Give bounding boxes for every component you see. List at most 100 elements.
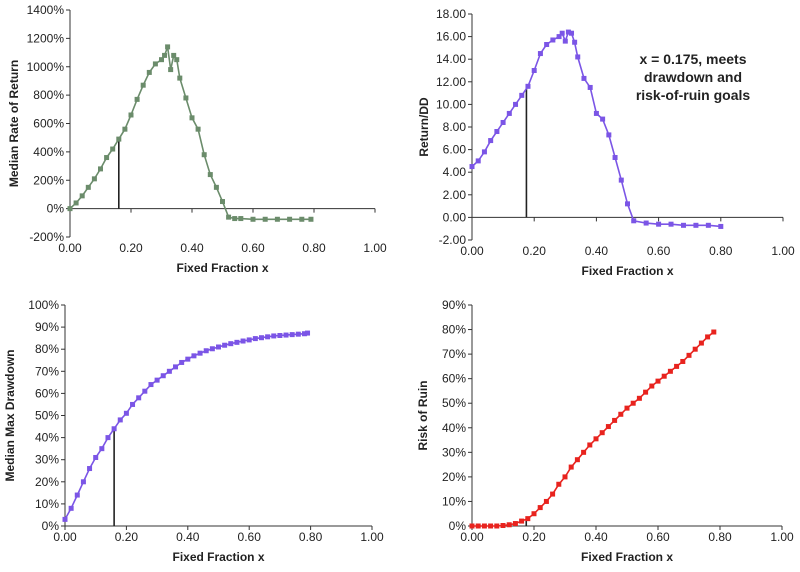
data-point [98, 166, 103, 172]
data-point [500, 523, 506, 529]
y-axis-title: Risk of Ruin [416, 380, 430, 450]
y-axis-title: Return/DD [417, 97, 431, 157]
data-point [234, 339, 240, 345]
y-tick-label: 50% [35, 409, 59, 423]
data-point [252, 336, 258, 342]
y-axis-title: Median Max Drawdown [3, 349, 17, 481]
data-point [122, 126, 128, 132]
y-tick-label: 40% [442, 421, 466, 435]
data-point [612, 417, 618, 423]
data-point [506, 522, 512, 528]
data-point [556, 481, 562, 487]
x-axis-title: Fixed Fraction x [172, 550, 264, 564]
y-tick-label: 200% [33, 173, 64, 187]
data-point [207, 172, 213, 178]
data-point [599, 430, 605, 436]
data-point [581, 75, 587, 81]
y-tick-label: 1400% [27, 3, 65, 17]
data-point [581, 449, 587, 455]
x-tick-label: 0.60 [241, 241, 265, 255]
data-point [531, 68, 537, 73]
data-point [171, 52, 177, 58]
data-point [128, 112, 134, 118]
y-tick-label: 12.00 [436, 75, 466, 89]
data-point [469, 523, 475, 529]
data-point [488, 523, 494, 529]
data-point [674, 363, 680, 369]
data-point [226, 214, 232, 220]
chart-1: -200% 0% 200% 400% 600% 800% 1000% 1200% 1400% 0.… [7, 3, 387, 275]
x-tick-label: 0.40 [584, 530, 608, 544]
data-point [116, 136, 122, 142]
y-tick-label: 20% [35, 475, 59, 489]
data-point [587, 442, 593, 448]
y-tick-label: 14.00 [436, 52, 466, 66]
data-point [686, 352, 692, 358]
y-tick-label: 400% [33, 145, 64, 159]
series-line [472, 331, 715, 527]
data-point [216, 344, 221, 350]
y-tick-label: 30% [442, 445, 466, 459]
data-point [99, 446, 105, 452]
data-point [525, 83, 531, 89]
data-point [67, 206, 73, 212]
data-point [110, 146, 116, 152]
x-tick-label: 0.60 [646, 530, 670, 544]
y-tick-label: 70% [442, 347, 466, 361]
data-point [79, 193, 85, 199]
data-point [543, 498, 549, 504]
data-point [246, 337, 252, 343]
data-point [618, 411, 624, 417]
x-tick-label: 0.20 [523, 244, 547, 258]
y-axis-title: Median Rate of Return [7, 60, 21, 187]
data-point [213, 184, 219, 190]
data-point [295, 331, 301, 337]
data-point [494, 523, 500, 529]
data-point [631, 218, 637, 224]
data-point [593, 436, 599, 442]
data-point [140, 82, 146, 88]
data-point [494, 129, 500, 135]
data-point [693, 222, 699, 228]
data-point [612, 155, 618, 161]
data-point [146, 69, 152, 75]
data-point [605, 424, 611, 430]
x-tick-label: 0.80 [299, 530, 323, 544]
y-tick-label: 80% [442, 323, 466, 337]
y-tick-label: 0% [47, 202, 65, 216]
data-point [305, 330, 311, 336]
data-point [165, 44, 171, 50]
data-point [711, 329, 717, 335]
y-tick-label: 60% [35, 386, 59, 400]
x-tick-label: 0.20 [115, 530, 139, 544]
y-tick-label: 1200% [27, 31, 65, 45]
data-point [104, 155, 110, 161]
data-point [85, 184, 91, 190]
x-tick-label: 0.60 [647, 244, 671, 258]
data-point [606, 132, 612, 138]
chart-2: -2.000.002.004.006.008.0010.0012.0014.00… [417, 7, 795, 278]
data-point [174, 57, 180, 63]
data-point [136, 395, 142, 401]
data-point [649, 383, 655, 389]
data-point [152, 61, 158, 67]
data-point [667, 368, 673, 374]
data-point [537, 51, 543, 57]
data-point [668, 221, 674, 227]
data-point [574, 457, 580, 463]
data-point [220, 199, 225, 205]
data-point [519, 518, 525, 524]
y-tick-label: 90% [35, 320, 59, 334]
data-point [189, 115, 195, 121]
data-point [680, 222, 686, 228]
x-tick-label: 1.00 [360, 530, 384, 544]
data-point [692, 346, 698, 352]
series-line [69, 46, 311, 221]
data-point [568, 464, 574, 470]
data-point [565, 29, 571, 35]
x-axis-title: Fixed Fraction x [176, 261, 268, 275]
data-point [271, 333, 277, 339]
data-point [469, 164, 475, 170]
data-point [179, 359, 185, 365]
annotation-line: risk-of-ruin goals [636, 87, 751, 103]
